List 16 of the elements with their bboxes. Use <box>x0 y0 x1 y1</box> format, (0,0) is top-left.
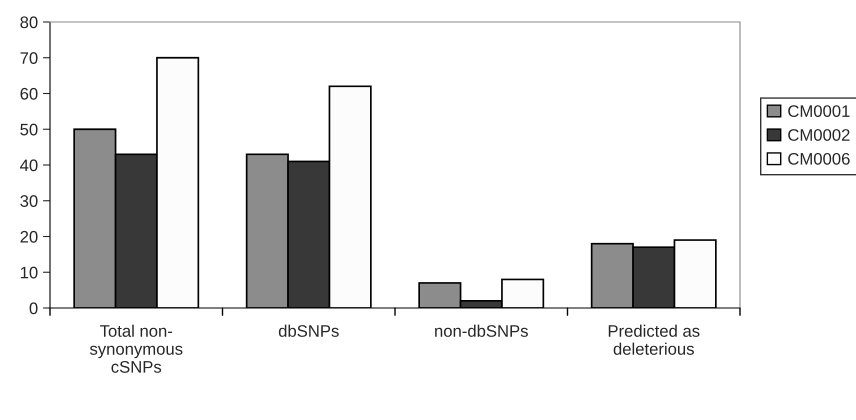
legend-label: CM0006 <box>788 152 850 165</box>
y-tick-label: 80 <box>20 16 38 28</box>
x-tick-label: non-dbSNPs <box>435 324 528 337</box>
y-tick-label: 0 <box>30 302 38 314</box>
legend-label: CM0001 <box>788 105 850 118</box>
x-tick-label: dbSNPs <box>278 324 339 337</box>
x-tick-label: Predicted as deleterious <box>608 324 700 355</box>
y-tick-label: 50 <box>20 124 38 136</box>
y-tick-label: 60 <box>20 88 38 100</box>
y-tick-label: 10 <box>20 266 38 278</box>
legend-label: CM0002 <box>788 129 850 141</box>
y-tick-label: 20 <box>20 230 38 243</box>
x-tick-label: Total non- synonymous cSNPs <box>90 324 182 373</box>
y-tick-label: 70 <box>20 52 38 64</box>
y-tick-label: 30 <box>20 195 38 207</box>
y-tick-label: 40 <box>20 159 38 172</box>
